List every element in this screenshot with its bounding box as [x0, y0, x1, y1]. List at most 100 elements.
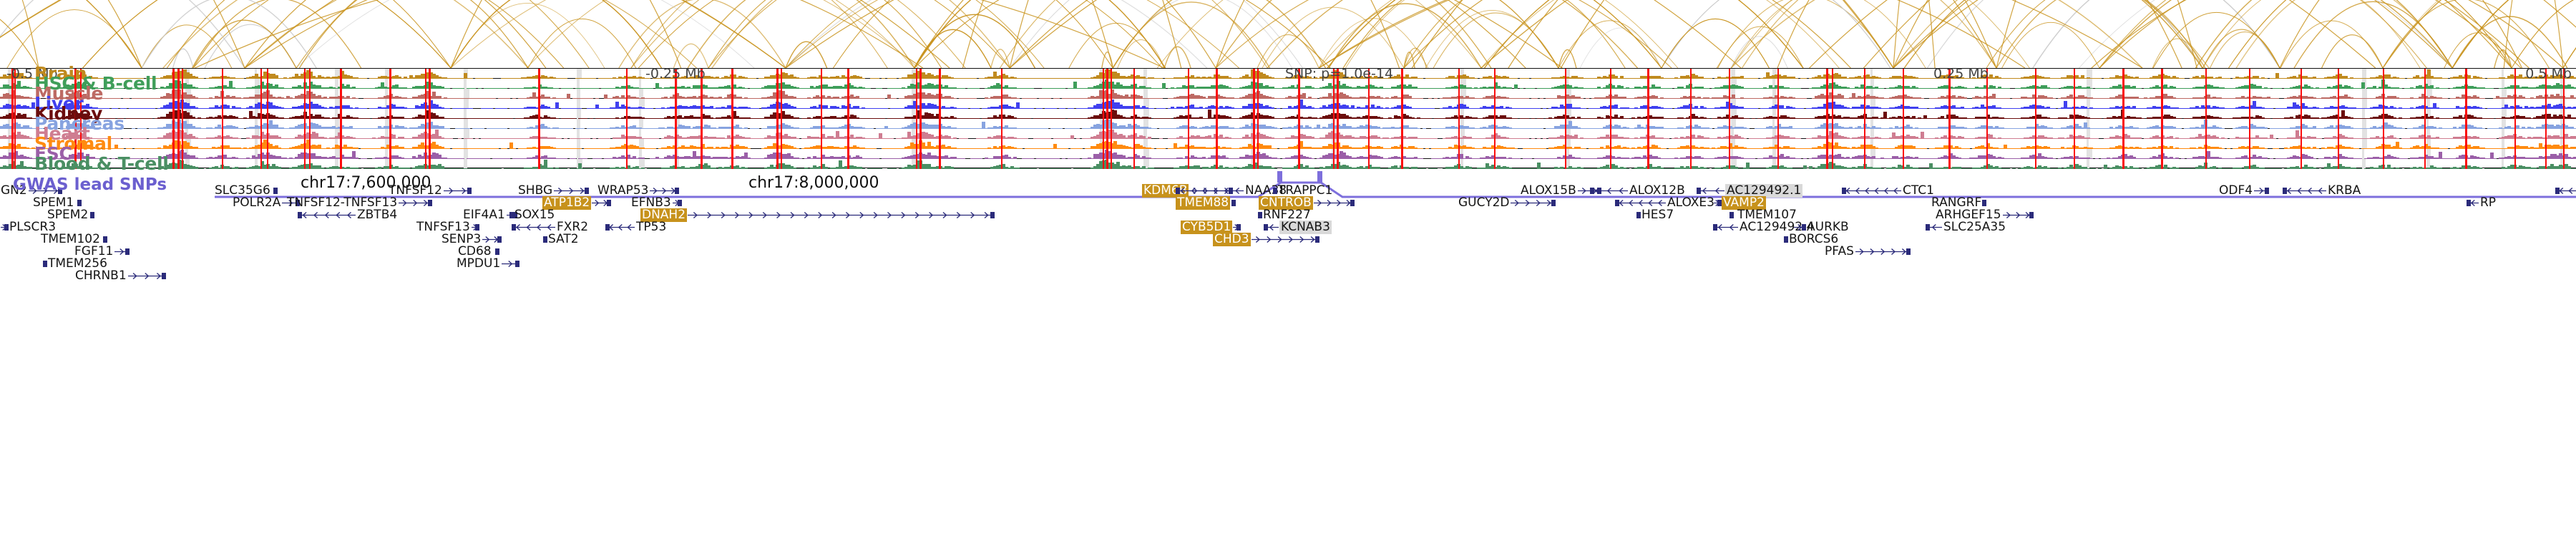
signal-bar: [2052, 107, 2056, 109]
signal-bar: [1070, 108, 1074, 109]
signal-bar: [63, 77, 67, 79]
signal-bar: [289, 77, 293, 79]
snp-tick: [2205, 89, 2207, 99]
signal-bar: [1428, 98, 1432, 99]
signal-bar: [2504, 77, 2508, 79]
signal-bar: [206, 87, 210, 89]
signal-bar: [2241, 77, 2245, 79]
signal-bar: [1554, 77, 1558, 79]
signal-bar: [1174, 77, 1177, 79]
snp-tick: [1647, 69, 1649, 79]
signal-bar: [1921, 77, 1924, 79]
signal-bar: [1119, 76, 1123, 79]
snp-tick: [177, 79, 180, 89]
signal-bar: [421, 73, 424, 79]
snp-tick: [731, 99, 733, 109]
signal-bar: [962, 88, 965, 89]
snp-tick: [221, 99, 223, 109]
snp-tick: [1401, 79, 1403, 89]
signal-bar: [1191, 74, 1194, 79]
snp-tick: [2248, 79, 2251, 89]
signal-bar: [667, 77, 670, 79]
signal-bar: [398, 77, 401, 79]
snp-tick: [1948, 89, 1951, 99]
signal-bar: [2275, 98, 2279, 99]
signal-bar: [541, 75, 545, 79]
signal-bar: [1540, 77, 1543, 79]
snp-tick: [1102, 79, 1105, 89]
signal-bar: [306, 70, 310, 79]
signal-bar: [504, 78, 507, 79]
signal-bar: [1262, 74, 1266, 79]
signal-bar: [1892, 76, 1896, 79]
snp-tick: [1000, 89, 1002, 99]
loop-arc: [2562, 47, 2576, 68]
signal-bar: [3, 84, 6, 89]
signal-bar: [1362, 77, 1366, 79]
signal-bar: [484, 78, 487, 79]
snp-tick: [1777, 89, 1780, 99]
signal-bar: [2321, 77, 2325, 79]
track-signal-canvas: [0, 109, 2576, 119]
signal-bar: [72, 75, 75, 79]
signal-bar: [1852, 77, 1855, 79]
signal-bar: [1614, 76, 1618, 79]
loop-arc: [1483, 0, 1804, 68]
signal-bar: [120, 78, 124, 79]
signal-bar: [323, 77, 327, 79]
signal-bar: [1194, 77, 1197, 79]
signal-bar: [922, 72, 925, 79]
loop-arc: [1480, 0, 1840, 68]
signal-bar: [1030, 78, 1034, 79]
signal-bar: [744, 77, 748, 79]
snp-tick: [1986, 109, 1988, 119]
snp-tick: [2514, 69, 2516, 79]
snp-tick: [2074, 109, 2076, 119]
signal-bar: [240, 78, 244, 79]
snp-tick: [389, 99, 391, 109]
signal-bar: [942, 74, 945, 79]
signal-bar: [1975, 78, 1979, 79]
loop-arc: [1927, 0, 2203, 68]
signal-bar: [200, 78, 204, 79]
snp-tick: [2514, 109, 2516, 119]
signal-bar: [2536, 76, 2540, 79]
signal-bar: [203, 87, 207, 89]
snp-tick: [1333, 99, 1335, 109]
signal-bar: [1717, 77, 1721, 79]
snp-tick: [74, 99, 77, 109]
signal-bar: [2493, 78, 2497, 79]
signal-bar: [1271, 77, 1274, 79]
signal-bar: [761, 77, 765, 79]
signal-bar: [2376, 76, 2379, 79]
signal-bar: [550, 77, 553, 79]
signal-bar: [507, 97, 510, 99]
snp-tick: [1187, 69, 1189, 79]
snp-tick: [2465, 89, 2467, 99]
snp-tick: [2563, 89, 2565, 99]
loop-arc: [1163, 46, 1191, 68]
signal-bar: [1245, 74, 1249, 79]
signal-bar: [713, 77, 716, 79]
loop-arc: [1267, 0, 1639, 68]
signal-bar: [20, 86, 24, 89]
signal-bar: [1923, 108, 1927, 109]
snp-tick: [1257, 69, 1259, 79]
signal-bar: [1866, 74, 1870, 79]
axis-tick-label: -0.5 Mb: [6, 66, 58, 82]
signal-bar: [924, 74, 928, 79]
loop-arc-tall: [1215, 0, 1400, 68]
snp-tick: [260, 79, 262, 89]
signal-bar: [1514, 118, 1518, 119]
signal-bar: [2410, 77, 2414, 79]
snp-tick: [939, 69, 941, 79]
snp-tick: [780, 79, 783, 89]
signal-bar: [2141, 118, 2145, 119]
snp-tick: [1610, 99, 1612, 109]
snp-tick: [1689, 109, 1692, 119]
signal-bar: [195, 87, 198, 89]
signal-bar: [2210, 77, 2213, 79]
signal-bar: [2565, 77, 2568, 79]
signal-bar: [687, 77, 691, 79]
